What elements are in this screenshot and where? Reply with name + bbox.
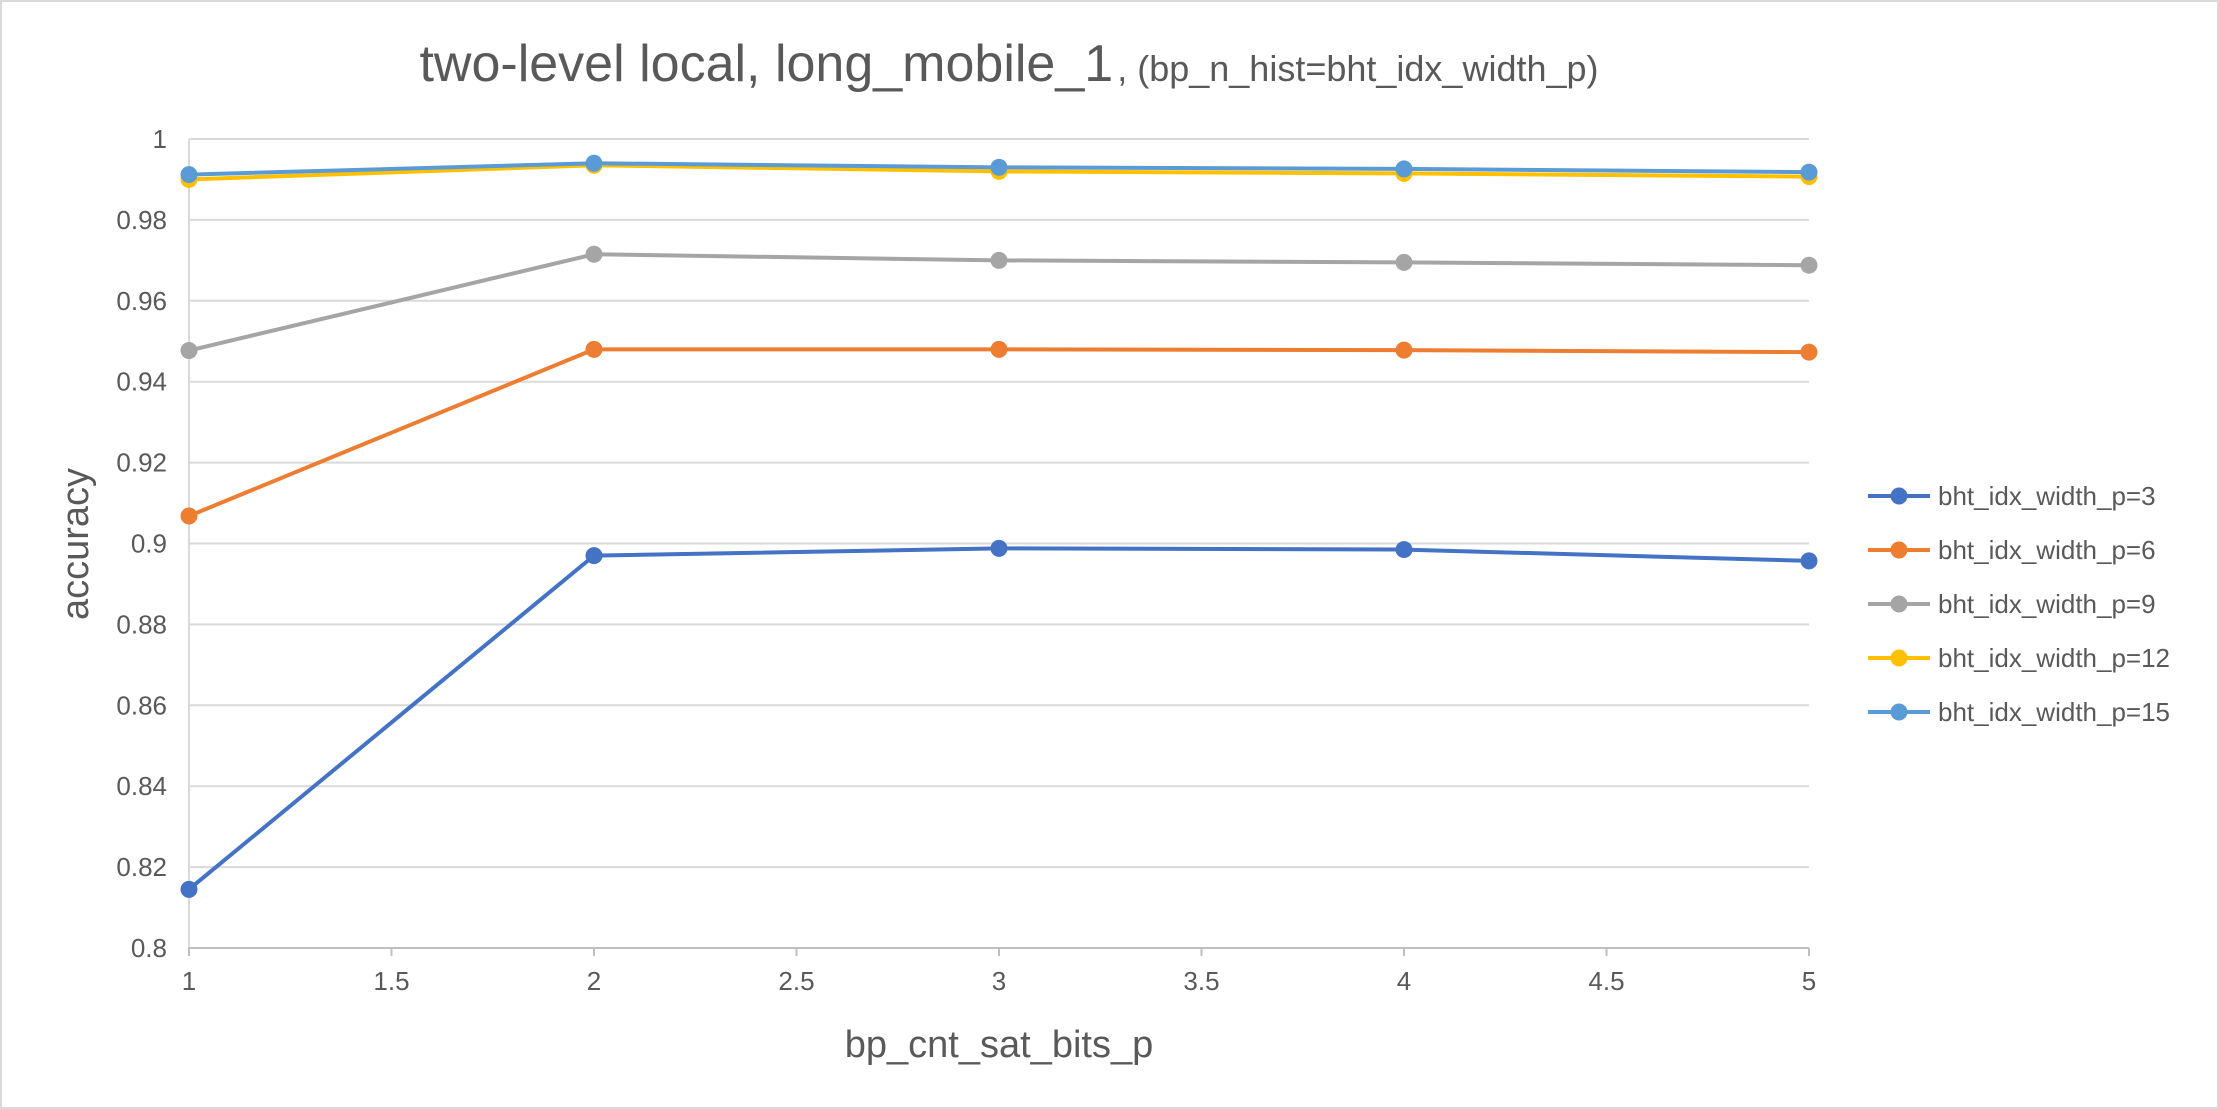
y-tick-label: 0.96 <box>116 286 167 316</box>
data-point <box>585 340 603 358</box>
legend-label: bht_idx_width_p=9 <box>1938 589 2156 619</box>
data-point <box>990 539 1008 557</box>
legend-swatch-marker <box>1890 595 1908 613</box>
data-point <box>1800 163 1818 181</box>
data-point <box>585 245 603 263</box>
legend-swatch-marker <box>1890 541 1908 559</box>
series-line <box>188 347 1810 518</box>
y-tick-label: 0.94 <box>116 367 167 397</box>
data-point <box>990 158 1008 176</box>
x-tick-label: 3.5 <box>1183 966 1219 996</box>
data-point <box>1395 253 1413 271</box>
series-1 <box>180 539 1818 898</box>
y-tick-label: 0.98 <box>116 205 167 235</box>
y-tick-label: 0.88 <box>116 609 167 639</box>
chart-title: two-level local, long_mobile_1, (bp_n_hi… <box>419 35 1598 93</box>
legend-swatch-marker <box>1890 649 1908 667</box>
legend-swatch-marker <box>1890 703 1908 721</box>
x-tick-label: 5 <box>1802 966 1816 996</box>
x-tick-label: 1 <box>182 966 196 996</box>
x-tick-label: 4 <box>1397 966 1411 996</box>
y-tick-label: 0.9 <box>131 529 167 559</box>
legend-swatch-marker <box>1890 487 1908 505</box>
legend-label: bht_idx_width_p=15 <box>1938 697 2170 727</box>
series-line <box>187 546 1810 891</box>
series-5 <box>180 154 1818 184</box>
data-point <box>990 340 1008 358</box>
y-tick-label: 0.8 <box>131 933 167 963</box>
series-3 <box>180 245 1818 360</box>
data-point <box>1395 160 1413 178</box>
y-tick-label: 0.86 <box>116 690 167 720</box>
legend-label: bht_idx_width_p=3 <box>1938 481 2156 511</box>
y-tick-label: 0.84 <box>116 771 167 801</box>
data-point <box>180 166 198 184</box>
data-point <box>990 251 1008 269</box>
legend-item: bht_idx_width_p=15 <box>1868 697 2170 727</box>
legend-item: bht_idx_width_p=6 <box>1868 535 2156 565</box>
chart-title-main: two-level local, long_mobile_1 <box>419 35 1113 93</box>
x-tick-label: 1.5 <box>373 966 409 996</box>
legend-label: bht_idx_width_p=12 <box>1938 643 2170 673</box>
x-tick-label: 4.5 <box>1588 966 1624 996</box>
data-point <box>585 154 603 172</box>
y-tick-label: 0.82 <box>116 852 167 882</box>
y-axis-title: accuracy <box>55 468 97 620</box>
data-point <box>1800 343 1818 361</box>
data-point <box>180 507 198 525</box>
series-2 <box>180 340 1818 525</box>
data-point <box>1395 341 1413 359</box>
data-point <box>585 547 603 565</box>
data-point <box>1395 541 1413 559</box>
legend-item: bht_idx_width_p=3 <box>1868 481 2156 511</box>
series-layer <box>180 154 1818 898</box>
data-point <box>180 880 198 898</box>
y-tick-label: 0.92 <box>116 448 167 478</box>
x-axis-title: bp_cnt_sat_bits_p <box>845 1024 1153 1066</box>
data-point <box>1800 256 1818 274</box>
x-tick-label: 2 <box>587 966 601 996</box>
x-tick-label: 3 <box>992 966 1006 996</box>
legend-item: bht_idx_width_p=12 <box>1868 643 2170 673</box>
x-tick-label: 2.5 <box>778 966 814 996</box>
data-point <box>1800 552 1818 570</box>
axes: 0.8 0.82 0.84 0.86 0.88 0.9 0.92 0.94 0.96 0.98 1 1… <box>116 124 1816 996</box>
data-point <box>180 342 198 360</box>
legend-item: bht_idx_width_p=9 <box>1868 589 2156 619</box>
y-tick-label: 1 <box>153 124 167 154</box>
legend: bht_idx_width_p=3 bht_idx_width_p=6 bht_id… <box>1868 481 2170 727</box>
legend-label: bht_idx_width_p=6 <box>1938 535 2156 565</box>
chart-subtitle: , (bp_n_hist=bht_idx_width_p) <box>1117 48 1598 89</box>
